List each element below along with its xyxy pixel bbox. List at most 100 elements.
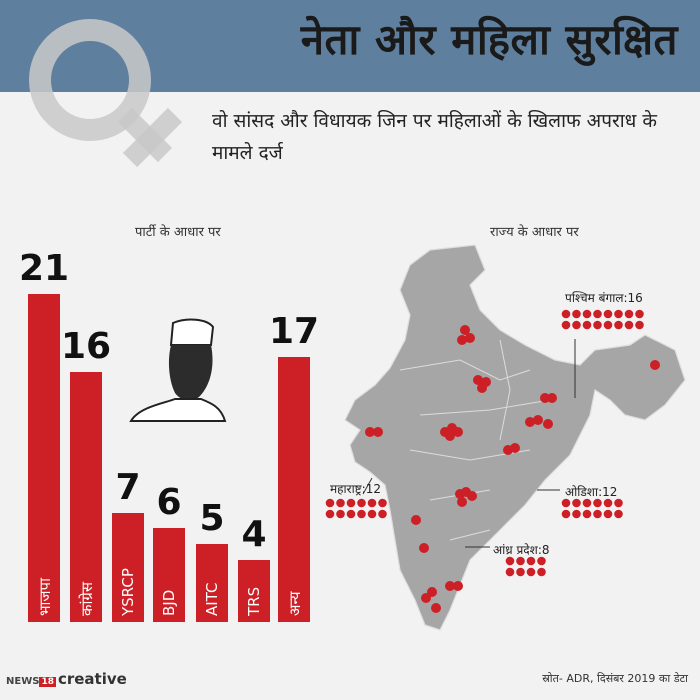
ap-grid-dot-3: [537, 556, 546, 566]
politician-silhouette-icon: [129, 318, 227, 422]
map-dot-24: [411, 515, 421, 525]
bar-4: [196, 544, 228, 622]
od-grid-dot-1: [572, 498, 581, 508]
map-dot-14: [525, 417, 535, 427]
female-symbol-icon: [29, 19, 183, 168]
map-dot-1: [465, 333, 475, 343]
wb-grid-dot-14: [624, 320, 634, 330]
od-grid-dot-0: [561, 498, 571, 508]
ap-grid-dot-7: [537, 567, 546, 577]
mh-grid-dot-11: [378, 509, 387, 519]
wb-grid-dot-6: [624, 309, 634, 319]
mh-grid-dot-5: [378, 498, 387, 508]
callout-west-bengal: पश्चिम बंगाल:16: [565, 291, 643, 305]
map-dot-27: [453, 581, 463, 591]
od-grid-dot-2: [582, 498, 592, 508]
ap-grid-dot-6: [526, 567, 536, 577]
map-dot-22: [467, 491, 477, 501]
map-dot-26: [445, 581, 455, 591]
mh-grid-dot-10: [367, 509, 377, 519]
mh-grid-dot-6: [325, 509, 335, 519]
news18-creative-logo: NEWS 18 creative: [6, 670, 127, 688]
wb-grid-dot-13: [614, 320, 623, 330]
od-grid-dot-7: [572, 509, 581, 519]
ap-grid-dot-5: [516, 567, 525, 577]
bar-value-3: 6: [156, 482, 182, 524]
ap-grid-dot-2: [526, 556, 536, 566]
mh-leader: [362, 477, 373, 495]
map-dot-2: [457, 335, 467, 345]
wb-grid-dot-7: [635, 309, 644, 319]
wb-grid-dot-11: [593, 320, 602, 330]
mh-grid-dot-9: [357, 509, 366, 519]
wb-grid-dot-12: [603, 320, 613, 330]
wb-grid-dot-0: [561, 309, 571, 319]
bar-value-4: 5: [199, 498, 225, 539]
wb-grid-dot-1: [572, 309, 581, 319]
map-title: राज्य के आधार पर: [490, 225, 579, 240]
map-dot-23: [457, 497, 467, 507]
bar-3: [153, 528, 185, 622]
map-dot-30: [421, 593, 431, 603]
wb-grid-dot-10: [582, 320, 592, 330]
map-dot-5: [477, 383, 487, 393]
wb-grid-dot-3: [593, 309, 602, 319]
bar-value-1: 16: [60, 326, 112, 368]
ap-grid-dot-4: [505, 567, 515, 577]
mh-grid-dot-3: [357, 498, 366, 508]
page-subtitle: वो सांसद और विधायक जिन पर महिलाओं के खिल…: [212, 110, 657, 164]
map-dot-10: [445, 431, 455, 441]
map-dot-25: [419, 543, 429, 553]
map-dot-17: [547, 393, 557, 403]
map-dot-7: [373, 427, 383, 437]
map-dot-3: [473, 375, 483, 385]
bar-5: [238, 559, 270, 622]
bar-1: [70, 372, 102, 622]
ap-grid-dot-0: [505, 556, 515, 566]
map-dot-13: [510, 443, 520, 453]
wb-grid-dot-8: [561, 320, 571, 330]
mh-grid-dot-1: [336, 498, 345, 508]
callout-andhra-pradesh: आंध्र प्रदेश:8: [493, 543, 550, 557]
map-dot-6: [365, 427, 375, 437]
bar-chart-title: पार्टी के आधार पर: [135, 225, 221, 240]
bar-value-5: 4: [241, 513, 267, 555]
bar-value-6: 17: [268, 310, 320, 352]
mh-grid-dot-7: [336, 509, 345, 519]
source-note: स्रोत- ADR, दिसंबर 2019 का डेटा: [542, 672, 688, 685]
callout-maharashtra: महाराष्ट्र:12: [330, 482, 381, 496]
wb-grid-dot-5: [614, 309, 623, 319]
od-grid-dot-9: [593, 509, 602, 519]
od-grid-dot-8: [582, 509, 592, 519]
od-grid-dot-4: [603, 498, 613, 508]
map-dot-15: [533, 415, 543, 425]
bar-6: [278, 356, 310, 622]
page-title: नेता और महिला सुरक्षित: [300, 15, 678, 64]
od-grid-dot-5: [614, 498, 623, 508]
callout-odisha: ओडिशा:12: [565, 485, 618, 499]
mh-grid-dot-8: [346, 509, 356, 519]
mh-grid-dot-4: [367, 498, 377, 508]
od-grid-dot-11: [614, 509, 623, 519]
mh-grid-dot-2: [346, 498, 356, 508]
map-dot-11: [453, 427, 463, 437]
bar-value-0: 21: [18, 248, 70, 290]
wb-grid-dot-2: [582, 309, 592, 319]
bar-0: [28, 294, 60, 622]
map-dot-16: [540, 393, 550, 403]
od-grid-dot-3: [593, 498, 602, 508]
wb-grid-dot-9: [572, 320, 581, 330]
map-dot-18: [543, 419, 553, 429]
bar-value-2: 7: [115, 466, 141, 508]
mh-grid-dot-0: [325, 498, 335, 508]
wb-grid-dot-4: [603, 309, 613, 319]
od-grid-dot-10: [603, 509, 613, 519]
wb-grid-dot-15: [635, 320, 644, 330]
od-grid-dot-6: [561, 509, 571, 519]
map-dot-29: [431, 603, 441, 613]
map-dot-0: [460, 325, 470, 335]
ap-grid-dot-1: [516, 556, 525, 566]
